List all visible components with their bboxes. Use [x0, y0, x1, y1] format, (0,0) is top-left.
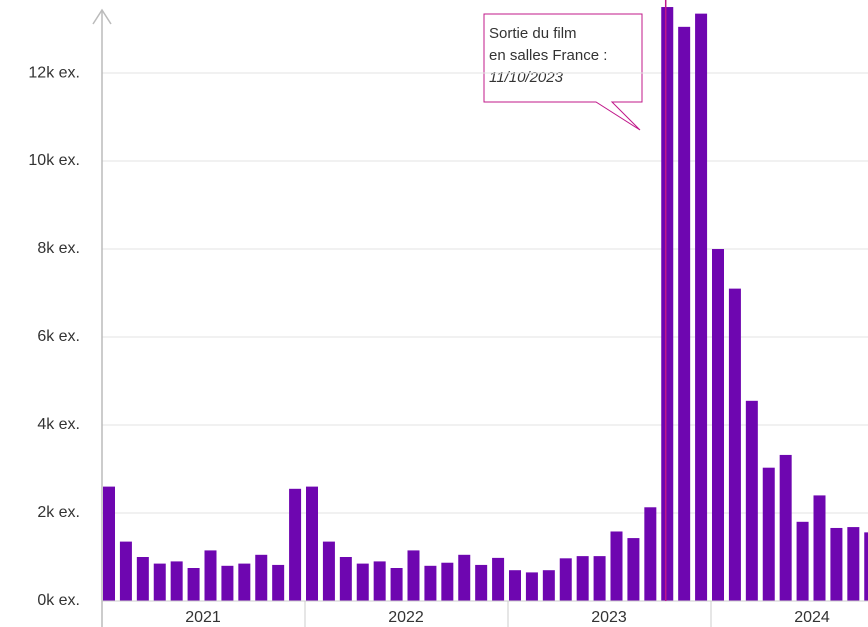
bar: [712, 249, 724, 601]
y-axis-arrow: [92, 8, 112, 25]
bar: [559, 558, 572, 601]
bar: [153, 563, 166, 601]
y-tick-label: 10k ex.: [28, 152, 80, 169]
bar: [221, 565, 234, 601]
bar: [847, 527, 860, 601]
bar: [745, 400, 758, 601]
bar: [813, 495, 826, 601]
y-tick-label: 2k ex.: [37, 504, 80, 521]
annotation-line: en salles France :: [489, 47, 607, 64]
x-tick-label: 2023: [591, 609, 627, 626]
bar: [136, 557, 149, 601]
bar: [661, 7, 674, 601]
y-tick-label: 8k ex.: [37, 240, 80, 257]
bar: [830, 527, 843, 601]
annotation-line: Sortie du film: [489, 25, 577, 42]
bar: [492, 557, 505, 601]
bar: [525, 572, 538, 601]
bar: [695, 13, 708, 601]
bar: [424, 565, 437, 601]
y-tick-label: 6k ex.: [37, 328, 80, 345]
bar: [762, 467, 775, 601]
annotation-box: [483, 13, 643, 131]
bar: [779, 454, 792, 601]
bar: [238, 563, 251, 601]
bar: [103, 486, 115, 601]
x-tick-label: 2021: [185, 609, 221, 626]
bar: [272, 564, 285, 601]
bar: [509, 570, 521, 601]
x-tick-label: 2024: [794, 609, 830, 626]
bar: [576, 556, 589, 601]
bar: [339, 557, 352, 601]
bar: [458, 554, 471, 601]
bar: [119, 541, 132, 601]
bar: [322, 541, 335, 601]
annotation-line: 11/10/2023: [489, 69, 564, 86]
y-tick-label: 4k ex.: [37, 416, 80, 433]
y-tick-label: 12k ex.: [28, 64, 80, 81]
bar: [289, 488, 302, 601]
bar: [187, 568, 200, 601]
bar: [542, 570, 555, 601]
bar: [728, 288, 741, 601]
bar: [255, 554, 268, 601]
bar: [644, 507, 657, 601]
bar: [204, 550, 217, 601]
bar: [610, 531, 623, 601]
bar: [593, 556, 606, 601]
bar: [356, 563, 369, 601]
bar: [475, 564, 488, 601]
bar: [407, 550, 420, 601]
bar: [390, 568, 403, 601]
bar: [170, 561, 183, 601]
x-tick-label: 2022: [388, 609, 424, 626]
bar: [306, 486, 318, 601]
bar: [864, 532, 868, 601]
bar: [441, 562, 454, 601]
bar: [627, 538, 640, 601]
y-tick-label: 0k ex.: [37, 592, 80, 609]
bar: [796, 521, 809, 601]
bar: [678, 26, 691, 602]
bar: [373, 561, 386, 601]
